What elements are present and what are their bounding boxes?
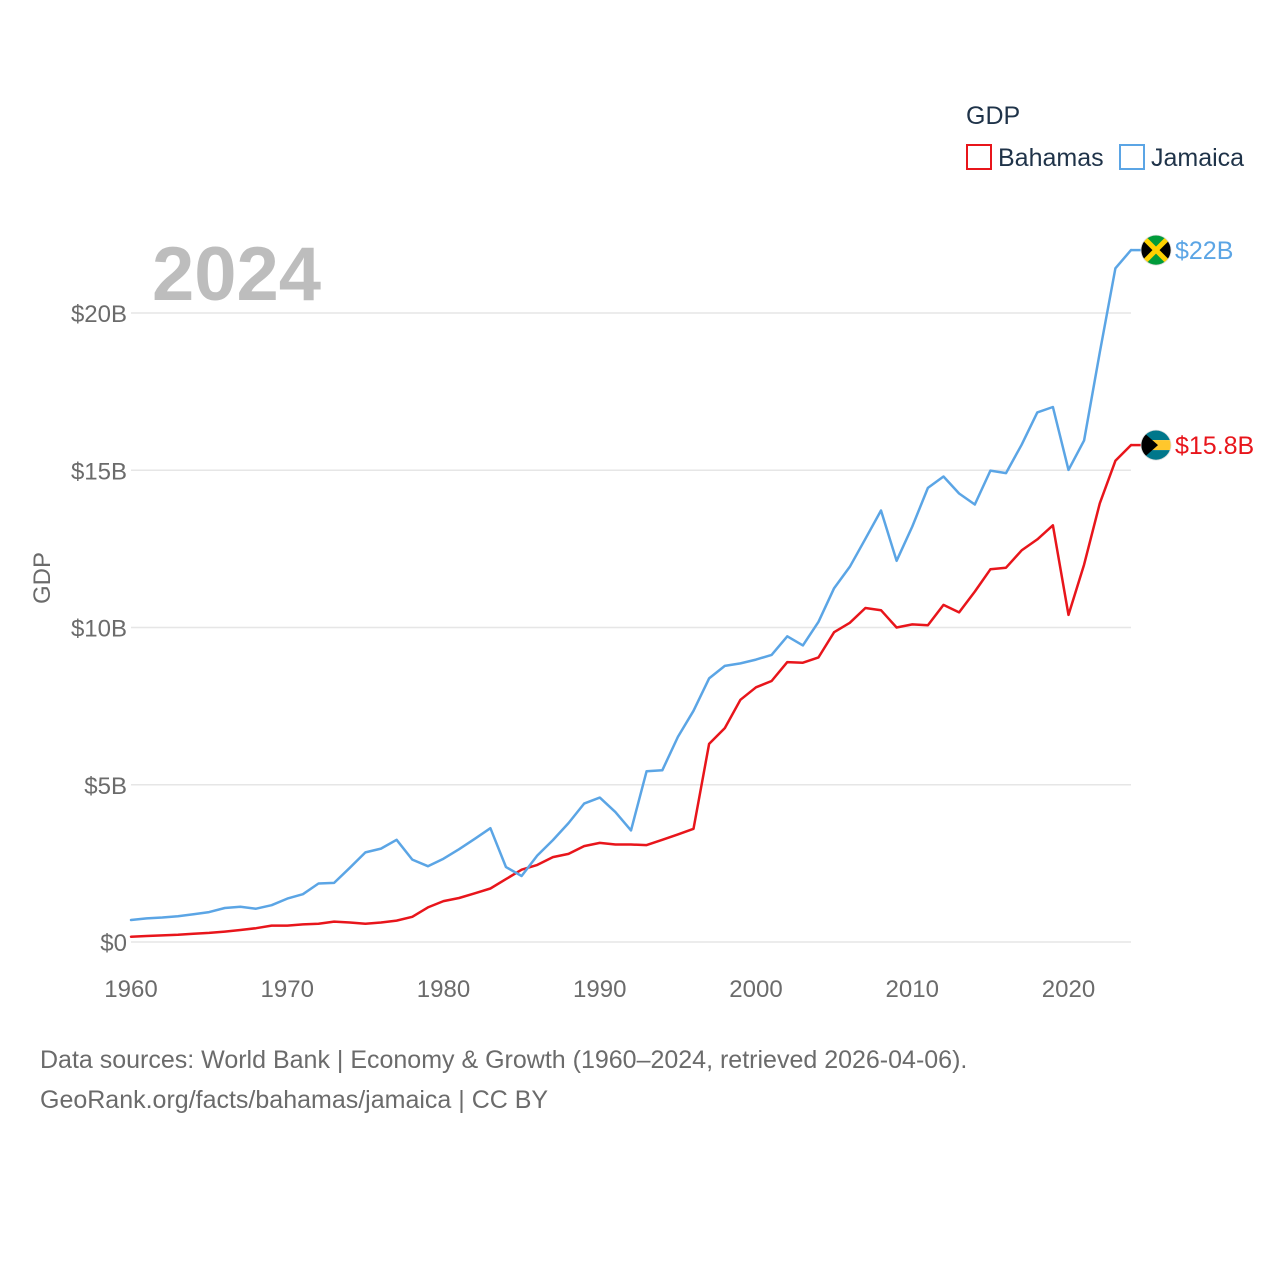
y-tick-label: $5B [84,773,127,800]
x-tick-label: 1970 [261,976,314,1003]
legend-label-jamaica: Jamaica [1151,144,1244,172]
source-line-1: Data sources: World Bank | Economy & Gro… [40,1046,968,1074]
y-tick-label: $20B [71,301,127,328]
source-line-2: GeoRank.org/facts/bahamas/jamaica | CC B… [40,1086,549,1114]
y-tick-label: $15B [71,458,127,485]
series-line-jamaica [129,248,1133,922]
legend-title: GDP [966,102,1020,130]
x-tick-label: 2020 [1042,976,1095,1003]
x-tick-label: 1980 [417,976,470,1003]
y-tick-label: $0 [100,930,127,957]
x-tick-label: 2000 [729,976,782,1003]
bahamas-flag-icon [1140,429,1172,461]
source-note: Data sources: World Bank | Economy & Gro… [40,1040,967,1120]
end-value-label-bahamas: $15.8B [1175,432,1254,460]
year-label: 2024 [152,232,321,317]
end-value-label-jamaica: $22B [1175,237,1233,265]
legend-swatch-jamaica [1119,144,1145,170]
legend-label-bahamas: Bahamas [998,144,1104,172]
legend-swatch-bahamas [966,144,992,170]
x-tick-label: 1960 [104,976,157,1003]
jamaica-flag-icon [1140,234,1172,266]
x-tick-label: 1990 [573,976,626,1003]
y-axis-title: GDP [29,552,56,604]
y-tick-label: $10B [71,616,127,643]
x-tick-label: 2010 [886,976,939,1003]
series-line-bahamas [129,443,1133,938]
